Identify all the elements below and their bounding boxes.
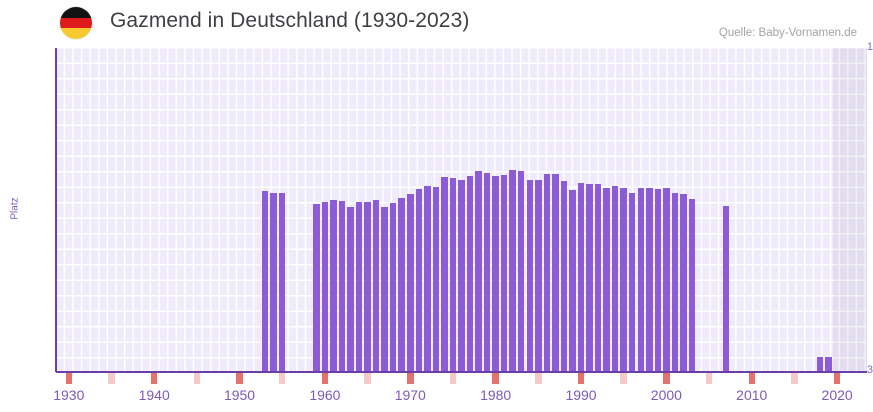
x-axis-ticks: [56, 373, 867, 384]
x-axis-tick-minor: [535, 373, 542, 384]
x-axis-label: 1950: [223, 387, 256, 403]
x-axis-tick-minor: [278, 373, 286, 384]
y-axis-title: Platz: [9, 197, 21, 220]
bar: [526, 179, 534, 372]
x-axis-tick-major: [321, 373, 329, 384]
x-axis-tick-major: [577, 373, 585, 384]
bar: [825, 357, 832, 372]
x-axis-label: 1990: [565, 387, 597, 403]
page-title: Gazmend in Deutschland (1930-2023): [110, 9, 470, 32]
x-axis-label: 1940: [138, 387, 170, 403]
x-axis-tick-major: [150, 373, 158, 384]
source-attribution: Quelle: Baby-Vornamen.de: [718, 27, 857, 39]
flag-band-red: [60, 17, 92, 29]
bar: [389, 203, 397, 372]
bar: [594, 184, 602, 372]
x-axis-tick-major: [65, 373, 73, 384]
bar: [270, 193, 277, 372]
bar: [492, 175, 499, 372]
plot-area: [56, 48, 867, 372]
x-axis-label: 1970: [394, 387, 426, 403]
bar: [688, 198, 696, 372]
x-axis-tick-minor: [364, 373, 371, 384]
x-axis-line: [56, 371, 867, 373]
bar: [458, 179, 465, 372]
y-axis-tick-top: 1: [866, 41, 873, 53]
bar: [569, 189, 576, 372]
flag-band-gold: [60, 28, 92, 39]
x-axis-tick-minor: [449, 373, 457, 384]
bar: [560, 180, 568, 372]
bar: [509, 170, 516, 372]
x-axis-tick-major: [236, 373, 243, 384]
x-axis-label: 2020: [821, 387, 853, 403]
bar: [441, 176, 448, 372]
bar: [603, 188, 610, 372]
bar: [466, 175, 474, 372]
bar: [654, 188, 662, 372]
x-axis-label: 2000: [650, 387, 682, 403]
x-axis-label: 2010: [736, 387, 768, 403]
bar: [646, 188, 653, 372]
bar: [338, 200, 346, 372]
german-flag-icon: [60, 7, 92, 39]
bar: [483, 173, 491, 372]
bar: [407, 194, 414, 372]
x-axis-label: 1930: [53, 387, 85, 403]
x-axis-label: 1980: [480, 387, 512, 403]
bar: [475, 170, 482, 372]
flag-band-black: [60, 7, 92, 18]
bar: [663, 188, 670, 372]
bar: [313, 203, 320, 372]
bar: [432, 186, 440, 372]
x-axis-tick-minor: [705, 373, 713, 384]
bar: [364, 201, 371, 372]
bar: [628, 192, 636, 372]
bar: [611, 185, 619, 372]
chart-header: Gazmend in Deutschland (1930-2023) Quell…: [0, 0, 873, 45]
bar: [449, 177, 457, 372]
bar: [637, 187, 644, 372]
x-axis-tick-major: [833, 373, 841, 384]
x-axis-tick-minor: [193, 373, 201, 384]
x-axis-labels: 1930 1940 1950 1960 1970 1980 1990 2000 2010 2020: [53, 387, 867, 409]
bar: [586, 184, 593, 372]
bar: [355, 201, 363, 372]
bar: [500, 174, 508, 372]
bar: [552, 173, 559, 372]
bar: [261, 191, 269, 372]
bar: [415, 188, 423, 372]
x-axis-tick-major: [748, 373, 755, 384]
x-axis-tick-minor: [620, 373, 627, 384]
bar-series: [56, 48, 867, 372]
x-axis-label: 1960: [309, 387, 341, 403]
bar: [347, 207, 354, 372]
bar: [424, 185, 431, 372]
x-axis-tick-minor: [108, 373, 115, 384]
bar: [816, 357, 824, 372]
bar: [278, 193, 286, 372]
x-axis-tick-major: [407, 373, 414, 384]
bar: [398, 198, 405, 372]
bar: [518, 171, 525, 372]
bar: [620, 188, 627, 372]
x-axis-tick-minor: [791, 373, 798, 384]
bar: [381, 207, 388, 372]
x-axis-tick-major: [663, 373, 670, 384]
bar: [321, 201, 329, 372]
bar: [372, 199, 380, 372]
bar: [671, 193, 679, 372]
bar: [330, 199, 337, 372]
bar: [543, 173, 551, 372]
x-axis-tick-major: [492, 373, 499, 384]
bar: [535, 179, 542, 372]
shaded-future-region: [832, 48, 867, 372]
bar: [577, 183, 585, 372]
bar: [680, 194, 687, 372]
y-axis-line: [55, 48, 57, 372]
bar: [722, 206, 730, 372]
